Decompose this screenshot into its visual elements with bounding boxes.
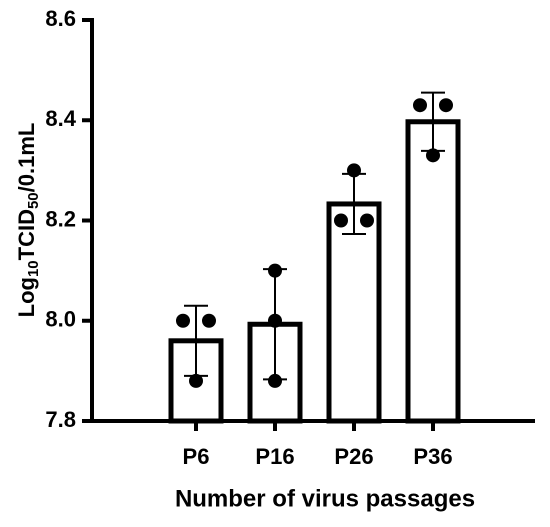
- y-title-sub: 50: [25, 192, 42, 209]
- x-tick-label: P36: [413, 444, 452, 469]
- data-point: [347, 163, 361, 178]
- data-point: [334, 213, 348, 228]
- data-point: [439, 98, 453, 113]
- bar: [405, 119, 461, 424]
- y-tick-label: 8.4: [45, 106, 76, 131]
- y-title-part: Log: [14, 277, 39, 317]
- bar: [326, 201, 382, 424]
- y-tick-label: 8.6: [45, 6, 76, 31]
- data-point: [176, 313, 190, 328]
- y-tick-label: 7.8: [45, 407, 76, 432]
- y-tick-label: 8.2: [45, 206, 76, 231]
- x-tick-label: P6: [183, 444, 210, 469]
- data-point: [268, 263, 282, 278]
- x-tick-label: P16: [255, 444, 294, 469]
- data-point: [360, 213, 374, 228]
- y-axis-title: Log10TCID50/0.1mL: [14, 123, 42, 318]
- data-point: [202, 313, 216, 328]
- x-tick-label: P26: [334, 444, 373, 469]
- y-title-sub: 10: [25, 260, 42, 277]
- data-point: [413, 98, 427, 113]
- y-title-part: TCID: [14, 209, 39, 260]
- data-point: [426, 148, 440, 163]
- data-point: [189, 373, 203, 388]
- y-title-part: /0.1mL: [14, 123, 39, 193]
- y-tick-label: 8.0: [45, 307, 76, 332]
- data-point: [268, 373, 282, 388]
- x-axis-title: Number of virus passages: [175, 485, 475, 512]
- data-point: [268, 313, 282, 328]
